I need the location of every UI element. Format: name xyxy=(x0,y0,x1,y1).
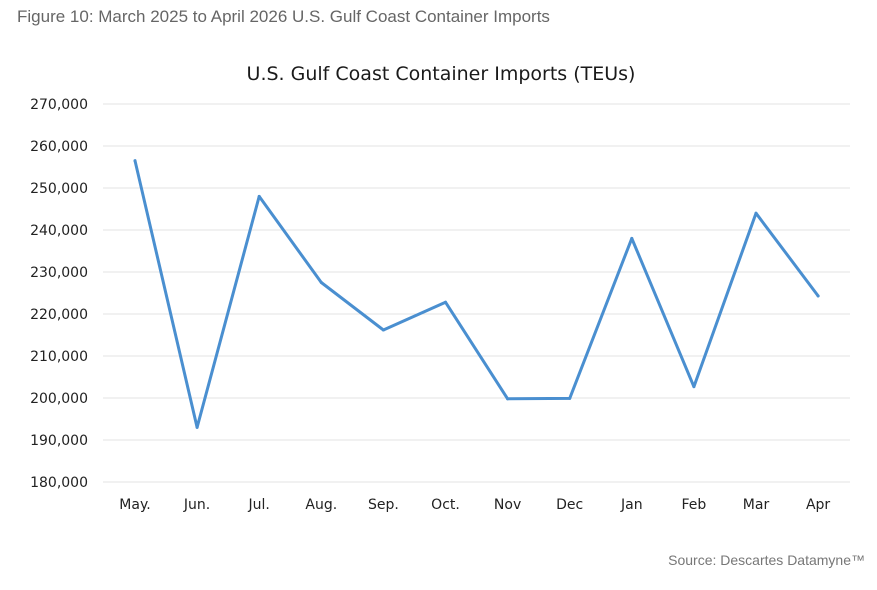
data-point xyxy=(257,194,261,198)
x-tick-label: Jan xyxy=(620,497,643,513)
x-tick-label: Jun. xyxy=(183,497,210,513)
x-tick-label: Dec xyxy=(556,497,583,513)
x-tick-label: Oct. xyxy=(431,497,460,513)
x-tick-label: Jul. xyxy=(248,497,270,513)
figure-caption: Figure 10: March 2025 to April 2026 U.S.… xyxy=(17,7,550,26)
y-tick-label: 200,000 xyxy=(30,391,88,407)
x-tick-label: Feb xyxy=(682,497,707,513)
x-axis-tick-labels: May. Jun. Jul. Aug. Sep. Oct. Nov Dec Jan Feb Mar A… xyxy=(119,497,830,513)
data-point xyxy=(506,397,510,401)
data-point xyxy=(381,328,385,332)
data-point xyxy=(133,159,137,163)
y-tick-label: 240,000 xyxy=(30,223,88,239)
data-point xyxy=(692,385,696,389)
x-tick-label: Apr xyxy=(806,497,830,513)
data-point xyxy=(568,396,572,400)
y-tick-label: 270,000 xyxy=(30,97,88,113)
y-tick-label: 260,000 xyxy=(30,139,88,155)
source-note: Source: Descartes Datamyne™ xyxy=(668,552,865,568)
x-tick-label: Nov xyxy=(494,497,521,513)
data-point xyxy=(195,425,199,429)
series-line xyxy=(133,159,820,429)
y-tick-label: 250,000 xyxy=(30,181,88,197)
x-tick-label: Sep. xyxy=(368,497,399,513)
data-point xyxy=(319,281,323,284)
data-point xyxy=(816,294,820,298)
x-tick-label: Aug. xyxy=(305,497,337,513)
x-tick-label: May. xyxy=(119,497,150,513)
x-tick-label: Mar xyxy=(743,497,770,513)
y-axis-tick-labels: 180,000 190,000 200,000 210,000 220,000 230,0… xyxy=(30,97,88,491)
chart-title: U.S. Gulf Coast Container Imports (TEUs) xyxy=(247,63,636,85)
y-tick-label: 210,000 xyxy=(30,349,88,365)
series-layer xyxy=(133,159,820,429)
data-point xyxy=(630,236,634,240)
y-tick-label: 190,000 xyxy=(30,433,88,449)
data-point xyxy=(754,211,758,215)
y-tick-label: 180,000 xyxy=(30,475,88,491)
gridlines xyxy=(103,103,850,483)
y-tick-label: 230,000 xyxy=(30,265,88,281)
data-point xyxy=(444,300,447,304)
y-tick-label: 220,000 xyxy=(30,307,88,323)
